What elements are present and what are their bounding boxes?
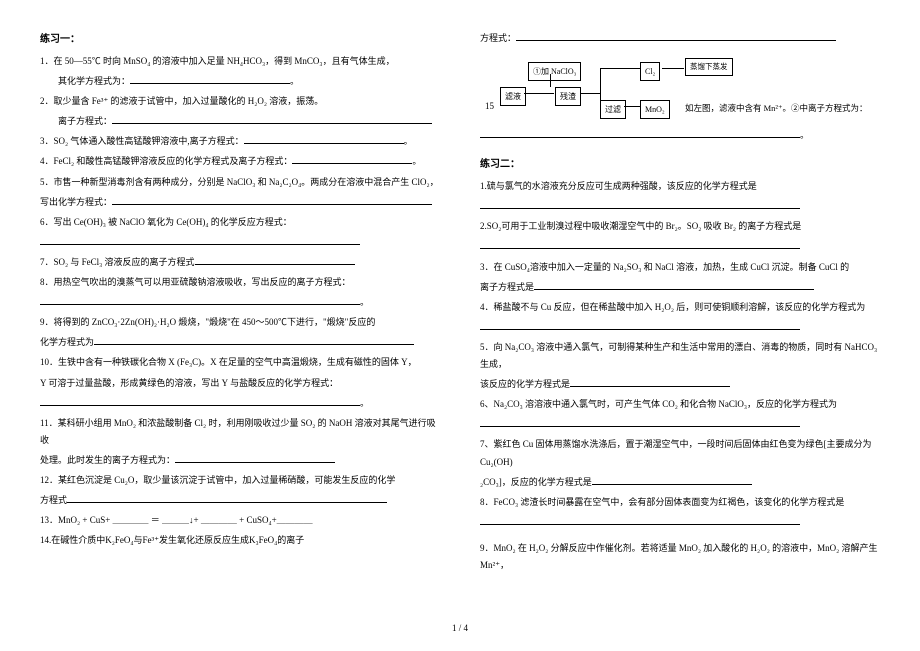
eq-label: 方程式： [480,30,880,47]
q2: 2．取少量含 Fe³⁺ 的滤液于试管中，加入过量酸化的 H₂O₂ 溶液，振荡。 [40,93,440,110]
box-cl2: Cl₂ [640,62,660,81]
blank [94,335,414,345]
q1: 1．在 50—55℃ 时向 MnSO₄ 的溶液中加入足量 NH₄HCO₃，得到 … [40,53,440,70]
blank [516,31,836,41]
blank [292,154,412,164]
q9b: 化学方程式为 [40,334,440,351]
q8: 8．用热空气吹出的溴蒸气可以用亚硫酸钠溶液吸收，写出反应的离子方程式： [40,274,440,291]
blank [592,475,752,485]
line [580,93,600,94]
box-filtrate: 滤液 [500,87,526,106]
blank [570,377,730,387]
flow-diagram: ①加 NaClO₃ 滤液 残渣 过滤 Cl₂ MnO₂ 蒸馏下蒸发 15 如左图… [500,52,760,122]
q10: 10．生铁中含有一种铁碳化合物 X (Fe₃C)。X 在足量的空气中高温煅烧，生… [40,354,440,371]
box-evap: 蒸馏下蒸发 [685,58,733,76]
blank [244,134,404,144]
left-column: 练习一： 1．在 50—55℃ 时向 MnSO₄ 的溶液中加入足量 NH₄HCO… [40,30,460,641]
r8: 8．FeCO₃ 滤渣长时间暴露在空气中，会有部分固体表面变为红褐色，该变化的化学… [480,494,880,511]
q3: 3．SO₂ 气体通入酸性高锰酸钾溶液中,离子方程式：。 [40,133,440,150]
box-filter: 过滤 [600,100,626,119]
blank [40,295,360,305]
line [550,74,551,87]
r7: 7、紫红色 Cu 固体用蒸馏水洗涤后，置于潮湿空气中，一段时间后固体由红色变为绿… [480,436,880,470]
r4b [480,319,880,336]
r1b [480,198,880,215]
section-title-2: 练习二： [480,155,880,174]
line [524,93,554,94]
right-column: 方程式： ①加 NaClO₃ 滤液 残渣 过滤 Cl₂ MnO₂ 蒸馏下蒸发 1… [460,30,880,641]
q5b: 写出化学方程式： [40,194,440,211]
q10b: Y 可溶于过量盐酸，形成黄绿色的溶液，写出 Y 与盐酸反应的化学方程式： [40,375,440,392]
r6b [480,416,880,433]
r6: 6、Na₂CO₃ 溶溶液中通入氯气时，可产生气体 CO₂ 和化合物 NaClO₃… [480,396,880,413]
r3: 3．在 CuSO₄溶液中加入一定量的 Na₂SO₃ 和 NaCl 溶液，加热，生… [480,259,880,276]
blank [40,396,360,406]
r5: 5．向 Na₂CO₃ 溶液中通入氯气，可制得某种生产和生活中常用的漂白、消毒的物… [480,339,880,373]
box-mno2: MnO₂ [640,100,670,119]
blank [130,74,290,84]
box-naclO3: ①加 NaClO₃ [528,62,581,81]
blank [480,199,800,209]
blank [195,255,355,265]
r4: 4．稀盐酸不与 Cu 反应，但在稀盐酸中加入 H₂O₂ 后，则可使铜顺利溶解，该… [480,299,880,316]
blank [480,417,800,427]
r8b [480,514,880,531]
q7: 7．SO₂ 与 FeCl₃ 溶液反应的离子方程式 [40,254,440,271]
q9: 9．将得到的 ZnCO₃·2Zn(OH)₂·H₂O 煅烧，"煅烧"在 450～5… [40,314,440,331]
r3b: 离子方程式是 [480,279,880,296]
page-number: 1 / 4 [452,623,468,633]
q1b: 其化学方程式为：。 [40,73,440,90]
line [600,68,640,69]
q2b: 离子方程式： [40,113,440,130]
q6: 6．写出 Ce(OH)₃ 被 NaClO 氧化为 Ce(OH)₄ 的化学反应方程… [40,214,440,231]
r2b [480,238,880,255]
r2: 2.SO₂可用于工业制溴过程中吸收潮湿空气中的 Br₂。SO₂ 吸收 Br₂ 的… [480,218,880,235]
q6b [40,234,440,251]
line [624,106,640,107]
diagram-caption: 如左图，滤液中含有 Mn²⁺。②中离子方程式为： [685,100,885,116]
blank [480,128,800,138]
blank [480,239,800,249]
q5: 5．市售一种新型消毒剂含有两种成分，分别是 NaClO₃ 和 Na₂C₂O₄。两… [40,174,440,191]
q11: 11．某科研小组用 MnO₂ 和浓盐酸制备 Cl₂ 时，利用刚吸收过少量 SO₂… [40,415,440,449]
section-title-1: 练习一： [40,30,440,49]
q15-num: 15 [485,98,494,115]
blank [112,195,432,205]
blank [480,320,800,330]
q13: 13．MnO₂ + CuS+ ＿＿＿＿ ＝ ＿＿＿↓+ ＿＿＿＿ + CuSO₄… [40,512,440,529]
line [600,68,601,106]
blank [112,114,432,124]
q12: 12．某红色沉淀是 Cu₂O，取少量该沉淀于试管中，加入过量稀硝酸，可能发生反应… [40,472,440,489]
q4: 4．FeCl₂ 和酸性高锰酸钾溶液反应的化学方程式及离子方程式：。 [40,153,440,170]
blank [40,235,360,245]
q12b: 方程式 [40,492,440,509]
q15-blank: 。 [480,127,880,144]
r1: 1.硫与氯气的水溶液充分反应可生成两种强酸，该反应的化学方程式是 [480,178,880,195]
q8b: 。 [40,294,440,311]
line [662,68,684,69]
blank [67,493,387,503]
r5b: 该反应的化学方程式是 [480,376,880,393]
r7b: ₂CO₃]，反应的化学方程式是 [480,474,880,491]
q11b: 处理。此时发生的离子方程式为： [40,452,440,469]
blank [175,453,335,463]
blank [534,280,814,290]
q14: 14.在碱性介质中K₂FeO₄与Fe³⁺发生氧化还原反应生成K₃FeO₄的离子 [40,532,440,549]
box-residue: 残渣 [555,87,581,106]
q10c: 。 [40,395,440,412]
r9: 9．MnO₂ 在 H₂O₂ 分解反应中作催化剂。若将适量 MnO₂ 加入酸化的 … [480,540,880,574]
blank [480,515,800,525]
